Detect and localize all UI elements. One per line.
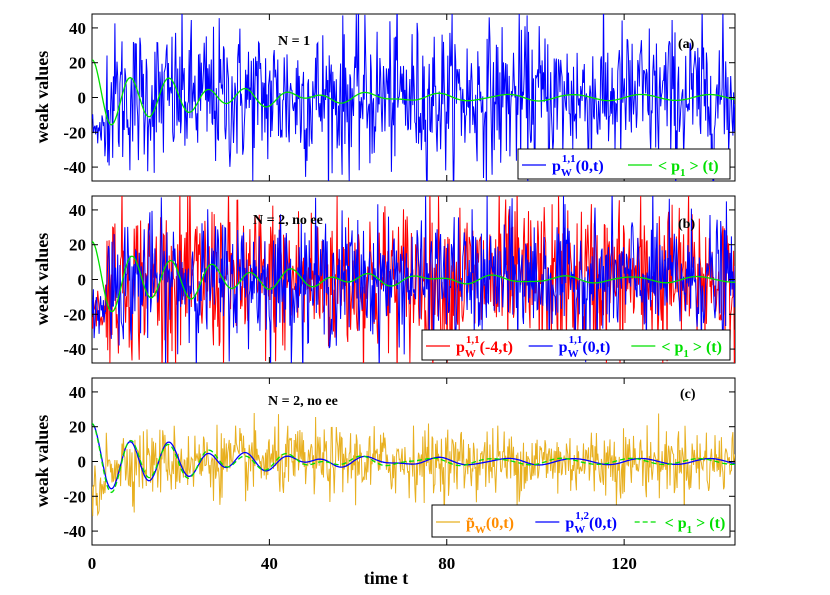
annotation-c: N = 2, no ee — [268, 394, 338, 409]
legend: pW1,1(0,t) < p1 > (t) — [517, 148, 731, 180]
x-tick-label: 0 — [88, 554, 97, 573]
legend-entry: < p1 > (t) — [658, 158, 719, 179]
panel-b: 40 20 0 -20 -40 weak values N = 2, no ee (b)… — [32, 195, 736, 364]
panel-label-c: (c) — [680, 387, 696, 402]
legend-entry: p̃W(0,t) — [466, 515, 514, 536]
x-tick-label: 120 — [611, 554, 637, 573]
legend-entry: pW1,1(0,t) — [552, 153, 604, 179]
y-tick-label: -40 — [63, 522, 86, 541]
annotation-b: N = 2, no ee — [253, 213, 323, 228]
legend-entry: < p1 > (t) — [661, 339, 722, 360]
series-line-p-w-1-1-0-t- — [92, 196, 735, 363]
y-tick-label: 40 — [69, 201, 86, 220]
y-axis-label-c: weak values — [32, 415, 52, 508]
y-tick-label: -20 — [63, 487, 86, 506]
y-tick-label: -40 — [63, 158, 86, 177]
y-tick-label: 0 — [78, 453, 87, 472]
legend: p̃W(0,t) pW1,2(0,t) < p1 > (t) — [431, 504, 731, 538]
y-axis-label-a: weak values — [32, 51, 52, 144]
legend-entry: pW1,1(-4,t) — [456, 334, 513, 360]
y-tick-label: -40 — [63, 340, 86, 359]
legend-entry: < p1 > (t) — [665, 515, 726, 536]
x-tick-label: 80 — [438, 554, 455, 573]
y-tick-label: 40 — [69, 383, 86, 402]
y-tick-label: -20 — [63, 123, 86, 142]
panel-label-a: (a) — [678, 37, 695, 52]
series-line-p-w-1-1-4-t- — [92, 196, 735, 363]
series-line--p-1-t- — [92, 240, 735, 313]
y-axis-label-b: weak values — [32, 233, 52, 326]
panel-c: 40 20 0 -20 -40 0 40 80 120 weak values N = 2, … — [32, 377, 736, 588]
series-line--p-1-t- — [92, 58, 735, 126]
x-axis-label: time t — [364, 568, 408, 588]
y-tick-label: 0 — [78, 89, 87, 108]
y-tick-label: 20 — [69, 418, 86, 437]
panel-label-b: (b) — [678, 217, 695, 232]
y-tick-label: -20 — [63, 305, 86, 324]
series-line-p-w-0-t- — [92, 412, 735, 519]
legend-entry: pW1,1(0,t) — [559, 334, 611, 360]
y-tick-label: 20 — [69, 236, 86, 255]
panel-a: 40 20 0 -20 -40 weak values N = 1 (a) pW1,1(… — [32, 13, 736, 182]
y-tick-label: 20 — [69, 54, 86, 73]
y-tick-label: 0 — [78, 271, 87, 290]
series-line-p-w-1-2-0-t- — [92, 422, 735, 490]
y-tick-label: 40 — [69, 19, 86, 38]
legend-entry: pW1,2(0,t) — [565, 510, 617, 536]
annotation-a: N = 1 — [278, 34, 310, 49]
legend: pW1,1(-4,t) pW1,1(0,t) < p1 > (t) — [421, 329, 731, 361]
series-line--p-1-t- — [92, 422, 735, 494]
series-line-p-w-1-1-0-t- — [92, 14, 735, 181]
x-tick-label: 40 — [261, 554, 278, 573]
